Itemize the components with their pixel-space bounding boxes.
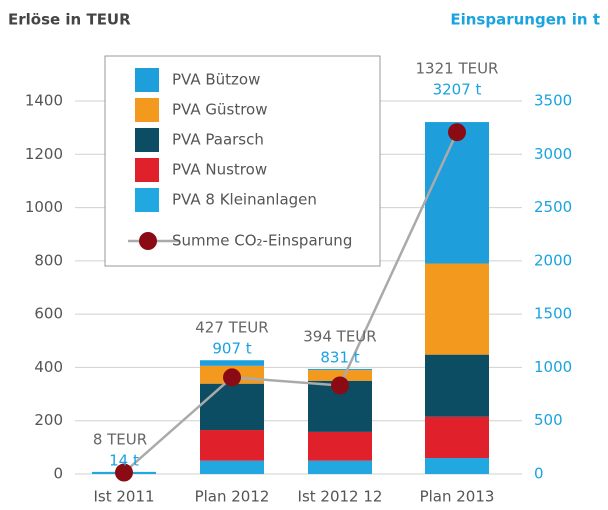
legend-swatch: [135, 68, 159, 92]
legend-marker: [139, 232, 157, 250]
legend-swatch: [135, 128, 159, 152]
y-tick-label: 800: [34, 251, 63, 269]
x-tick-label: Ist 2012 12: [298, 488, 383, 506]
y-tick-label: 1000: [25, 198, 63, 216]
y2-tick-label: 0: [534, 465, 544, 483]
x-tick-label: Ist 2011: [93, 488, 154, 506]
total-label: 394 TEUR: [303, 328, 376, 346]
bar-segment: [425, 416, 489, 459]
y-tick-label: 600: [34, 305, 63, 323]
legend-label: PVA Bützow: [172, 71, 260, 89]
bar-segment: [200, 430, 264, 461]
bar-segment: [425, 354, 489, 417]
y-tick-label: 1200: [25, 145, 63, 163]
co2-label: 907 t: [212, 340, 251, 358]
co2-label: 3207 t: [433, 81, 482, 99]
co2-marker: [448, 123, 466, 142]
legend-label: Summe CO₂-Einsparung: [172, 232, 352, 250]
co2-line: [123, 131, 459, 474]
co2-label: 14 t: [109, 451, 139, 469]
bar-segment: [200, 383, 264, 431]
legend-swatch: [135, 158, 159, 182]
y-tick-label: 0: [53, 465, 63, 483]
legend-label: PVA Paarsch: [172, 131, 264, 149]
total-label: 427 TEUR: [195, 319, 268, 337]
x-tick-label: Plan 2012: [195, 488, 270, 506]
legend-label: PVA Nustrow: [172, 161, 267, 179]
y2-tick-label: 3500: [534, 92, 572, 110]
bar-segment: [200, 360, 264, 366]
bar-segment: [308, 460, 372, 474]
co2-marker: [115, 463, 133, 482]
y2-tick-label: 3000: [534, 145, 572, 163]
y2-tick-label: 2500: [534, 198, 572, 216]
bar-segment: [425, 263, 489, 355]
y-tick-label: 400: [34, 358, 63, 376]
legend-label: PVA Güstrow: [172, 101, 268, 119]
bar-segment: [425, 458, 489, 474]
x-tick-label: Plan 2013: [420, 488, 495, 506]
co2-label: 831 t: [320, 349, 359, 367]
y2-tick-label: 2000: [534, 251, 572, 269]
y2-axis-title: Einsparungen in t: [450, 11, 600, 29]
y2-tick-label: 1500: [534, 305, 572, 323]
legend-label: PVA 8 Kleinanlagen: [172, 191, 317, 209]
y2-tick-label: 500: [534, 411, 563, 429]
y-tick-label: 1400: [25, 92, 63, 110]
co2-marker: [223, 368, 241, 387]
bar-segment: [425, 122, 489, 264]
co2-marker: [331, 376, 349, 395]
y-axis-title: Erlöse in TEUR: [8, 11, 131, 29]
bar-segment: [308, 370, 372, 381]
bar-segment: [308, 431, 372, 461]
total-label: 8 TEUR: [93, 430, 147, 448]
total-label: 1321 TEUR: [416, 60, 499, 78]
bar-segment: [308, 369, 372, 371]
legend-swatch: [135, 188, 159, 212]
bar-segment: [200, 460, 264, 474]
y-tick-label: 200: [34, 411, 63, 429]
y2-tick-label: 1000: [534, 358, 572, 376]
legend-swatch: [135, 98, 159, 122]
